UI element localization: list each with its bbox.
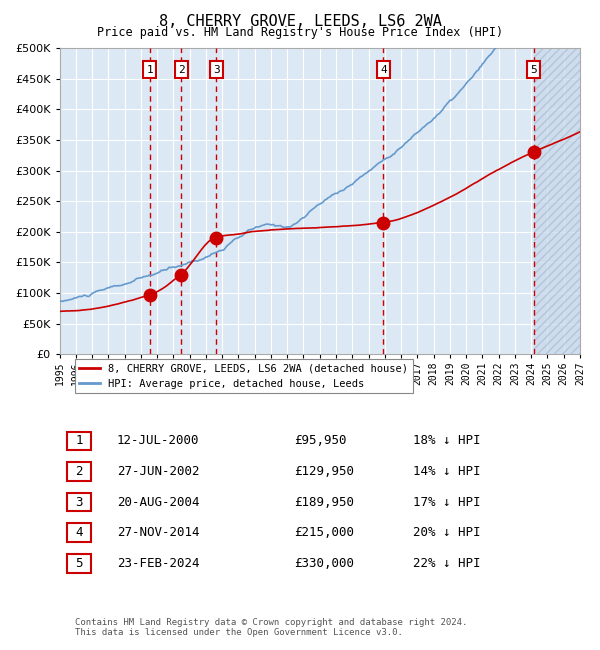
Text: 18% ↓ HPI: 18% ↓ HPI — [413, 434, 481, 447]
Text: 27-JUN-2002: 27-JUN-2002 — [117, 465, 199, 478]
Text: £215,000: £215,000 — [294, 526, 354, 539]
Text: Contains HM Land Registry data © Crown copyright and database right 2024.
This d: Contains HM Land Registry data © Crown c… — [75, 618, 467, 637]
Text: 14% ↓ HPI: 14% ↓ HPI — [413, 465, 481, 478]
Text: £95,950: £95,950 — [294, 434, 346, 447]
FancyBboxPatch shape — [67, 432, 91, 450]
FancyBboxPatch shape — [67, 523, 91, 542]
Text: 5: 5 — [75, 557, 83, 570]
Text: 2: 2 — [75, 465, 83, 478]
Text: 1: 1 — [146, 64, 153, 75]
Text: 20% ↓ HPI: 20% ↓ HPI — [413, 526, 481, 539]
Text: 8, CHERRY GROVE, LEEDS, LS6 2WA: 8, CHERRY GROVE, LEEDS, LS6 2WA — [158, 14, 442, 29]
Text: 1: 1 — [75, 434, 83, 447]
Legend: 8, CHERRY GROVE, LEEDS, LS6 2WA (detached house), HPI: Average price, detached h: 8, CHERRY GROVE, LEEDS, LS6 2WA (detache… — [75, 359, 413, 393]
Text: 20-AUG-2004: 20-AUG-2004 — [117, 495, 199, 508]
Text: Price paid vs. HM Land Registry's House Price Index (HPI): Price paid vs. HM Land Registry's House … — [97, 26, 503, 39]
Text: 27-NOV-2014: 27-NOV-2014 — [117, 526, 199, 539]
FancyBboxPatch shape — [67, 462, 91, 481]
Text: 4: 4 — [380, 64, 387, 75]
Text: 12-JUL-2000: 12-JUL-2000 — [117, 434, 199, 447]
Text: 2: 2 — [178, 64, 185, 75]
Text: 5: 5 — [530, 64, 537, 75]
Text: 17% ↓ HPI: 17% ↓ HPI — [413, 495, 481, 508]
Text: 23-FEB-2024: 23-FEB-2024 — [117, 557, 199, 570]
Text: 3: 3 — [75, 495, 83, 508]
FancyBboxPatch shape — [67, 554, 91, 573]
Text: 3: 3 — [213, 64, 220, 75]
Text: 22% ↓ HPI: 22% ↓ HPI — [413, 557, 481, 570]
Text: £189,950: £189,950 — [294, 495, 354, 508]
Bar — [533, 48, 580, 354]
Text: £330,000: £330,000 — [294, 557, 354, 570]
Text: 4: 4 — [75, 526, 83, 539]
Text: £129,950: £129,950 — [294, 465, 354, 478]
FancyBboxPatch shape — [67, 493, 91, 512]
